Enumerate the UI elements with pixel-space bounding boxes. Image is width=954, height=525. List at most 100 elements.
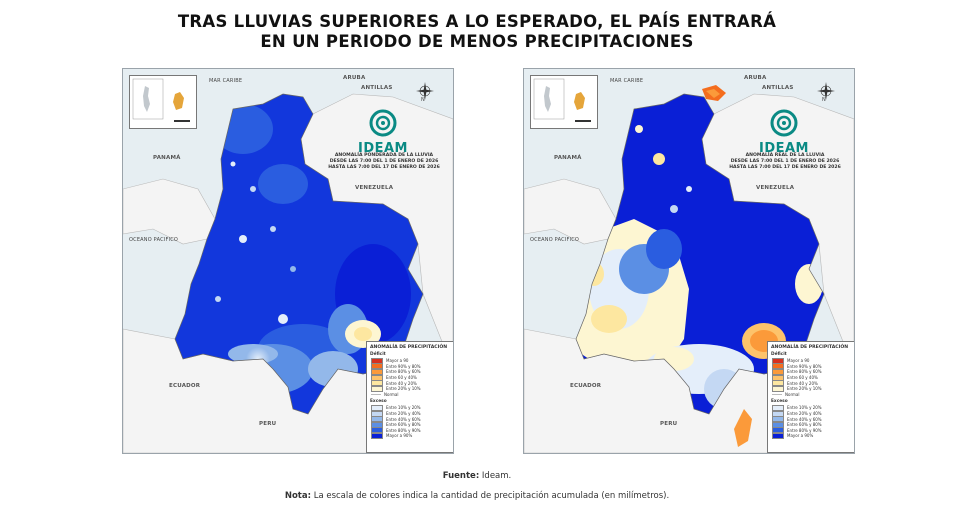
legend-item-label: Entre 40 y 20% — [787, 380, 818, 386]
label-oceano-pacifico: OCEANO PACIFICO — [129, 237, 179, 243]
legend-row: Entre 20% y 10% — [772, 385, 854, 392]
label-mar-caribe: MAR CARIBE — [209, 78, 243, 84]
label-venezuela: VENEZUELA — [756, 185, 795, 191]
title-line-1: TRAS LLUVIAS SUPERIORES A LO ESPERADO, E… — [177, 12, 777, 31]
map-desc-line-1: ANOMALÍA REAL DE LA LLUVIA — [745, 153, 825, 158]
legend-title: ANOMALÍA DE PRECIPITACIÓN — [370, 345, 448, 350]
map-real-anomaly: MAR CARIBE ARUBA ANTILLAS N PANAMÁ VENEZ… — [523, 68, 855, 454]
legend-row: Entre 40 y 20% — [371, 380, 453, 387]
legend-swatch — [772, 432, 784, 439]
label-peru: PERU — [259, 421, 277, 427]
label-antillas: ANTILLAS — [762, 85, 794, 91]
legend-deficit-rows: Mayor a 90 Entre 90% y 80% Entre 80% y 60%… — [768, 357, 854, 392]
legend-row: Mayor a 90 — [772, 357, 854, 364]
legend-item-label: Entre 10% y 20% — [787, 405, 822, 411]
locator-map-icon — [533, 78, 591, 122]
legend-swatch — [772, 421, 784, 428]
legend-swatch — [772, 404, 784, 411]
legend-row: Entre 60 y 40% — [371, 374, 453, 381]
title-line-2: EN UN PERIODO DE MENOS PRECIPITACIONES — [260, 32, 694, 51]
legend-item-label: Entre 80% y 90% — [386, 427, 421, 433]
source-text: Ideam. — [479, 471, 512, 481]
legend-row: Entre 60 y 40% — [772, 374, 854, 381]
legend-item-label: Entre 90% y 80% — [787, 363, 822, 369]
legend-row: Entre 60% y 80% — [371, 421, 453, 428]
legend-row: Mayor a 90% — [772, 432, 854, 439]
legend-swatch — [772, 385, 784, 392]
legend-swatch — [371, 374, 383, 381]
legend-deficit-label: Déficit — [771, 352, 787, 357]
label-venezuela: VENEZUELA — [355, 185, 394, 191]
map-desc-line-2: DESDE LAS 7:00 DEL 1 DE ENERO DE 2026 — [329, 159, 439, 164]
map-description: ANOMALÍA REAL DE LA LLUVIA DESDE LAS 7:0… — [729, 153, 841, 171]
legend-row: Entre 20% y 10% — [371, 385, 453, 392]
legend-row: Entre 90% y 80% — [371, 363, 453, 370]
legend-swatch — [772, 363, 784, 370]
ideam-swirl-icon — [770, 109, 798, 137]
legend-item-label: Entre 90% y 80% — [386, 363, 421, 369]
legend-swatch — [371, 363, 383, 370]
legend-swatch — [371, 421, 383, 428]
legend-row: Entre 80% y 90% — [772, 427, 854, 434]
legend-swatch — [371, 357, 383, 364]
legend-excess-label: Exceso — [370, 399, 387, 405]
source-note: Fuente: Ideam. — [0, 471, 954, 481]
legend-swatch — [371, 385, 383, 392]
map-desc-line-3: HASTA LAS 7:00 DEL 17 DE ENERO DE 2026 — [729, 165, 841, 170]
map-desc-line-1: ANOMALÍA PONDERADA DE LA LLUVIA — [334, 153, 434, 158]
legend-deficit-rows: Mayor a 90 Entre 90% y 80% Entre 80% y 60%… — [367, 357, 453, 392]
legend-item-label: Entre 20% y 40% — [787, 411, 822, 417]
legend-item-label: Entre 60% y 80% — [787, 422, 822, 428]
legend-row: Entre 20% y 40% — [772, 410, 854, 417]
legend-row-normal: Normal — [371, 392, 453, 398]
legend-row: Mayor a 90 — [371, 357, 453, 364]
legend-row: Mayor a 90% — [371, 432, 453, 439]
locator-inset — [530, 75, 598, 129]
ideam-logo-text: IDEAM — [758, 141, 809, 156]
legend-swatch — [371, 432, 383, 439]
label-peru: PERU — [660, 421, 678, 427]
legend-swatch — [371, 380, 383, 387]
legend-item-label: Entre 60 y 40% — [787, 375, 818, 381]
compass-rose — [817, 82, 835, 100]
legend-item-label: Entre 60 y 40% — [386, 375, 417, 381]
legend-excess-label: Exceso — [771, 399, 788, 405]
legend-item-label: Mayor a 90% — [386, 433, 413, 439]
legend-item-label: Mayor a 90% — [787, 433, 814, 439]
legend-item-label: Entre 10% y 20% — [386, 405, 421, 411]
legend-row: Entre 40% y 60% — [772, 416, 854, 423]
label-aruba: ARUBA — [744, 75, 767, 81]
legend-swatch — [772, 357, 784, 364]
legend-swatch — [772, 374, 784, 381]
legend-swatch — [772, 410, 784, 417]
footnote: Nota: La escala de colores indica la can… — [0, 491, 954, 501]
legend-excess-rows: Entre 10% y 20% Entre 20% y 40% Entre 40% … — [367, 404, 453, 439]
ideam-swirl-icon — [369, 109, 397, 137]
legend-swatch — [371, 416, 383, 423]
legend-item-label: Entre 40 y 20% — [386, 380, 417, 386]
ideam-logo: IDEAM — [353, 109, 413, 156]
legend: ANOMALÍA DE PRECIPITACIÓN Déficit Mayor … — [767, 341, 854, 453]
legend-item-label: Entre 80% y 60% — [386, 369, 421, 375]
legend-row: Entre 60% y 80% — [772, 421, 854, 428]
legend-row: Entre 40% y 60% — [371, 416, 453, 423]
legend-item-label: Mayor a 90 — [787, 358, 810, 364]
legend-item-label: Entre 40% y 60% — [787, 416, 822, 422]
legend-row: Entre 80% y 60% — [371, 368, 453, 375]
note-text: La escala de colores indica la cantidad … — [311, 491, 670, 501]
legend-swatch — [772, 416, 784, 423]
legend-row: Entre 20% y 40% — [371, 410, 453, 417]
legend-item-label: Mayor a 90 — [386, 358, 409, 364]
legend-swatch — [371, 368, 383, 375]
legend-item-label: Entre 40% y 60% — [386, 416, 421, 422]
legend-excess-rows: Entre 10% y 20% Entre 20% y 40% Entre 40% … — [768, 404, 854, 439]
compass-rose — [416, 82, 434, 100]
legend-swatch — [772, 427, 784, 434]
map-weighted-anomaly: MAR CARIBE ARUBA ANTILLAS N PANAMÁ VENEZ… — [122, 68, 454, 454]
legend-row: Entre 10% y 20% — [371, 404, 453, 411]
legend-swatch — [371, 410, 383, 417]
label-ecuador: ECUADOR — [570, 383, 602, 389]
ideam-logo: IDEAM — [754, 109, 814, 156]
map-description: ANOMALÍA PONDERADA DE LA LLUVIA DESDE LA… — [328, 153, 440, 171]
compass-north-label: N — [822, 97, 826, 103]
